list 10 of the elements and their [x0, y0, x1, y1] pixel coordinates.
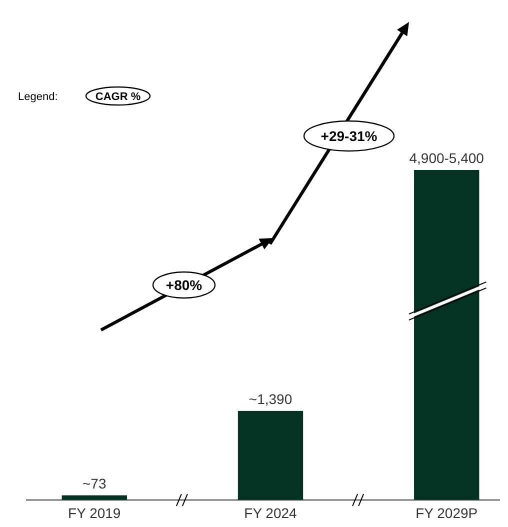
x-tick-label: FY 2029P [416, 505, 478, 521]
x-tick-label: FY 2024 [244, 505, 298, 521]
text: +29-31% [320, 128, 378, 144]
data-label: ~73 [82, 475, 106, 492]
text: CAGR % [95, 91, 141, 103]
data-label: ~1,390 [248, 390, 292, 407]
annotation: +80% [166, 277, 203, 293]
text: Legend: [18, 91, 58, 103]
data-label: 4,900-5,400 [409, 150, 484, 166]
x-tick-label: FY 2019 [68, 505, 121, 521]
